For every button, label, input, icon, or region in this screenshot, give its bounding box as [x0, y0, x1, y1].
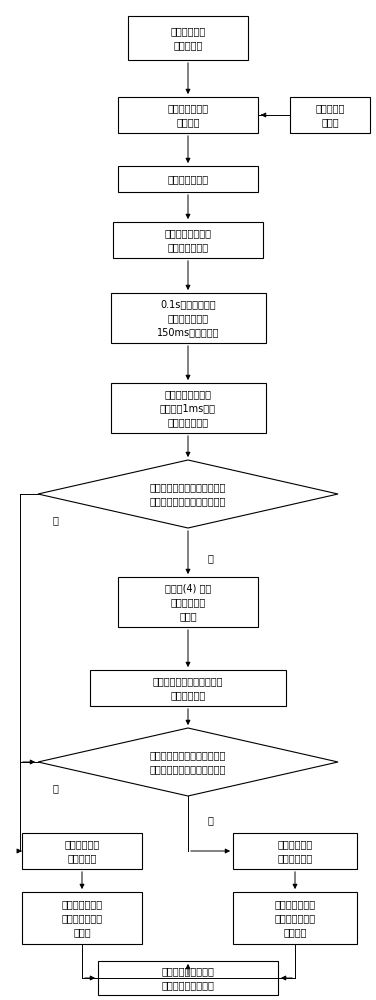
Text: 判定机组的撬
棒保护动作: 判定机组的撬 棒保护动作: [64, 839, 100, 863]
Text: 模型潮流初始化: 模型潮流初始化: [167, 174, 209, 184]
Text: 设定机组的运行
功率因数: 设定机组的运行 功率因数: [167, 103, 209, 127]
Bar: [22, 833, 142, 869]
Text: 读入风资源
库信息: 读入风资源 库信息: [315, 103, 345, 127]
Bar: [290, 97, 370, 133]
Text: 求取相应机组修正后的端电
压跌落临界值: 求取相应机组修正后的端电 压跌落临界值: [153, 676, 223, 700]
Bar: [98, 961, 278, 995]
Text: 0.1s时电网侧发生
三相短路故障，
150ms后故障消除: 0.1s时电网侧发生 三相短路故障， 150ms后故障消除: [157, 299, 219, 337]
Text: 将撬棒保护未动
作的机组划归至
同一机群: 将撬棒保护未动 作的机组划归至 同一机群: [274, 899, 315, 937]
Text: 将撬棒保护动作
的机组划归至同
一机群: 将撬棒保护动作 的机组划归至同 一机群: [61, 899, 103, 937]
Text: 采集各台机组在故
障发生后1ms时刻
的端电压跌落值: 采集各台机组在故 障发生后1ms时刻 的端电压跌落值: [160, 389, 216, 427]
Text: 采集各台机组稳态
运行时的端电压: 采集各台机组稳态 运行时的端电压: [165, 228, 211, 252]
Text: 依据式(4) 计算
机组的虚拟线
路阻抗: 依据式(4) 计算 机组的虚拟线 路阻抗: [165, 583, 211, 621]
Text: 否: 否: [207, 815, 213, 825]
Bar: [111, 383, 265, 433]
Polygon shape: [38, 460, 338, 528]
Bar: [233, 892, 357, 944]
Text: 判定机组的撬
棒保护未动作: 判定机组的撬 棒保护未动作: [277, 839, 312, 863]
Text: 建立计及撬棒保护的
双馈风电场等值模型: 建立计及撬棒保护的 双馈风电场等值模型: [162, 966, 214, 990]
Bar: [118, 166, 258, 192]
Text: 是: 是: [52, 783, 58, 793]
Text: 机组的端电压跌落值是否小于
其修正后的端电压跌落临界值: 机组的端电压跌落值是否小于 其修正后的端电压跌落临界值: [150, 750, 226, 774]
Text: 是: 是: [52, 515, 58, 525]
Polygon shape: [38, 728, 338, 796]
Bar: [90, 670, 286, 706]
Bar: [118, 97, 258, 133]
Bar: [118, 577, 258, 627]
Bar: [111, 293, 265, 343]
Text: 搭建双馈风电
场详细模型: 搭建双馈风电 场详细模型: [170, 26, 206, 50]
Text: 否: 否: [207, 553, 213, 563]
Bar: [113, 222, 263, 258]
Bar: [128, 16, 248, 60]
Text: 机组的端电压跌落值是否小于
其修正前的端电压跌落临界值: 机组的端电压跌落值是否小于 其修正前的端电压跌落临界值: [150, 482, 226, 506]
Bar: [22, 892, 142, 944]
Bar: [233, 833, 357, 869]
